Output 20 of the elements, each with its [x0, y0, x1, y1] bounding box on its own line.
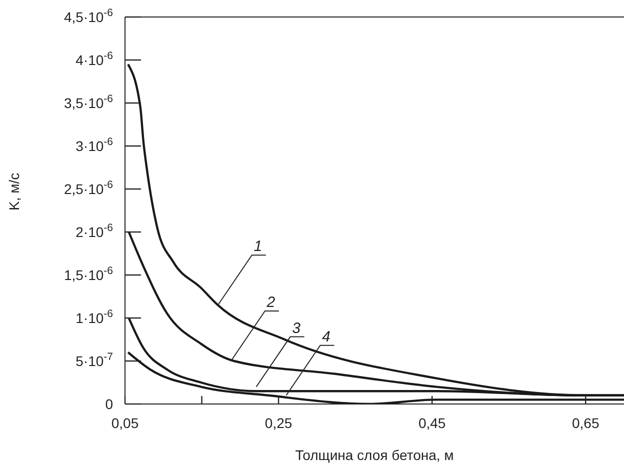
y-tick-label: 4·10$^{-6}$ [76, 50, 114, 68]
x-tick-label: 0,45 [418, 415, 446, 431]
y-tick-label: 2,5·10$^{-6}$ [64, 179, 114, 197]
annotation: 1 [254, 238, 262, 256]
annotation: 2 [266, 294, 276, 311]
annotation: 3 [292, 320, 302, 337]
y-tick-label: 0 [105, 396, 114, 412]
y-tick-label: 2·10$^{-6}$ [76, 222, 114, 240]
y-tick-label: 4,5·10$^{-6}$ [64, 7, 114, 25]
y-tick-label: 1,5·10$^{-6}$ [64, 265, 114, 283]
y-tick-label: 5·10$^{-7}$ [76, 351, 114, 369]
x-tick-label: 0,65 [572, 415, 600, 431]
y-tick-label: 1·10$^{-6}$ [76, 308, 114, 326]
x-tick-label: 0,05 [111, 415, 139, 431]
x-axis-title: Толщина слоя бетона, м [295, 447, 454, 463]
y-tick-label: 3·10$^{-6}$ [76, 136, 114, 154]
y-axis-title: K, м/с [6, 172, 22, 210]
annotation: 4 [322, 328, 330, 346]
y-tick-label: 3,5·10$^{-6}$ [64, 93, 114, 111]
x-tick-label: 0,25 [264, 415, 292, 431]
